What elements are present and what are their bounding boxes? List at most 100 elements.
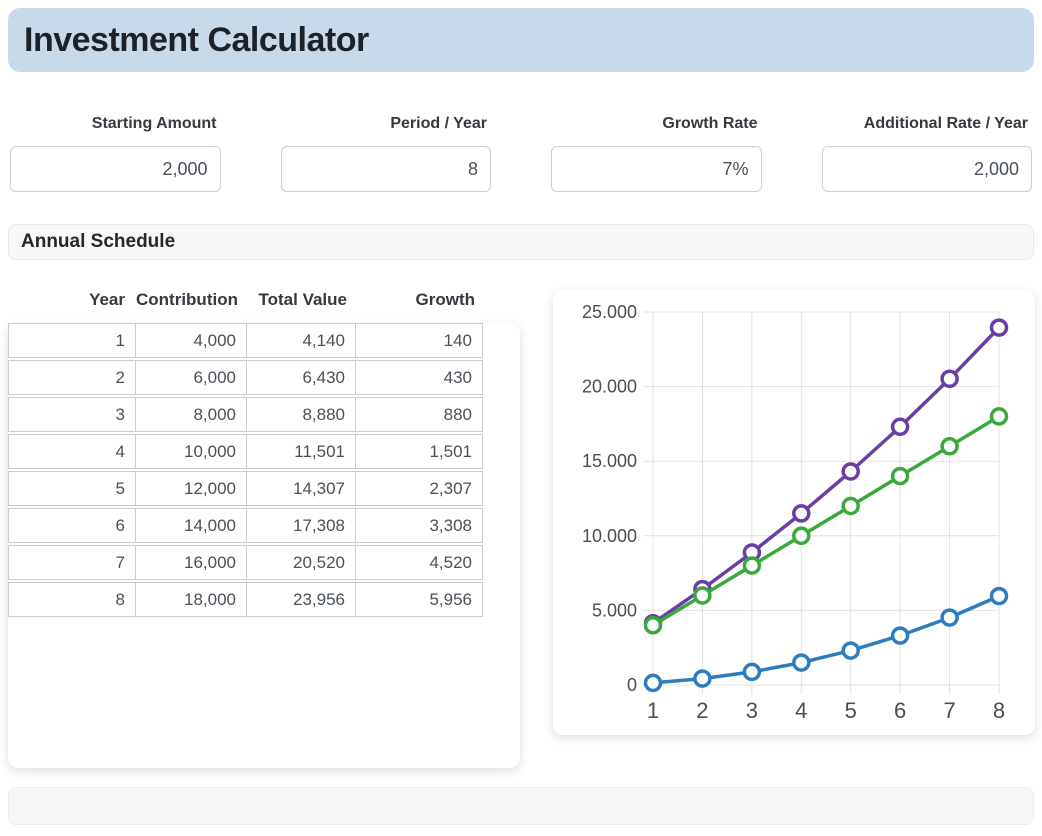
table-row: 1 4,000 4,140 140 bbox=[8, 323, 520, 358]
data-point-marker bbox=[841, 462, 860, 481]
table-cell: 5,956 bbox=[355, 582, 483, 617]
table-cell: 11,501 bbox=[246, 434, 356, 469]
page-title: Investment Calculator bbox=[24, 20, 369, 59]
data-point-marker bbox=[693, 669, 712, 688]
table-cell: 1,501 bbox=[355, 434, 483, 469]
data-point-marker bbox=[890, 466, 910, 486]
table-row: 7 16,000 20,520 4,520 bbox=[8, 545, 520, 580]
x-tick-label: 5 bbox=[845, 698, 857, 723]
table-row: 8 18,000 23,956 5,956 bbox=[8, 582, 520, 617]
table-cell: 430 bbox=[355, 360, 483, 395]
growth-rate-label: Growth Rate bbox=[662, 115, 758, 132]
table-cell: 3,308 bbox=[355, 508, 483, 543]
data-point-marker bbox=[792, 526, 811, 546]
data-point-marker bbox=[643, 616, 663, 635]
growth-rate-field: Growth Rate bbox=[551, 115, 762, 192]
x-tick-label: 6 bbox=[894, 698, 906, 723]
data-point-marker bbox=[693, 586, 712, 605]
inputs-section: Starting Amount Period / Year Growth Rat… bbox=[8, 115, 1034, 192]
table-cell: 6,000 bbox=[135, 360, 247, 395]
table-cell: 23,956 bbox=[246, 582, 356, 617]
y-tick-label: 15.000 bbox=[582, 451, 637, 471]
data-point-marker bbox=[940, 369, 959, 389]
data-point-marker bbox=[989, 586, 1009, 606]
data-point-marker bbox=[940, 437, 959, 456]
table-cell: 3 bbox=[8, 397, 136, 432]
x-tick-label: 3 bbox=[746, 698, 758, 723]
app-header: Investment Calculator bbox=[8, 8, 1034, 72]
table-row: 6 14,000 17,308 3,308 bbox=[8, 508, 520, 543]
x-tick-label: 1 bbox=[647, 698, 659, 723]
table-cell: 6,430 bbox=[246, 360, 356, 395]
table-cell: 14,307 bbox=[246, 471, 356, 506]
data-point-marker bbox=[989, 318, 1009, 337]
column-header-total-value: Total Value bbox=[258, 290, 348, 309]
table-cell: 1 bbox=[8, 323, 136, 358]
table-cell: 8,880 bbox=[246, 397, 356, 432]
table-cell: 4,000 bbox=[135, 323, 247, 358]
data-point-marker bbox=[890, 417, 910, 437]
table-cell: 12,000 bbox=[135, 471, 247, 506]
data-point-marker bbox=[792, 653, 811, 672]
data-point-marker bbox=[742, 662, 762, 682]
table-cell: 8 bbox=[8, 582, 136, 617]
additional-rate-label: Additional Rate / Year bbox=[863, 115, 1028, 132]
table-cell: 2 bbox=[8, 360, 136, 395]
x-tick-label: 4 bbox=[795, 698, 807, 723]
starting-amount-input[interactable] bbox=[10, 146, 221, 192]
chart-card: 0 5.000 10.000 15.000 20.000 25.000 1 2 3 4 5 6 7 8 bbox=[553, 290, 1035, 735]
series-total-value bbox=[643, 318, 1009, 633]
period-year-field: Period / Year bbox=[280, 115, 491, 192]
table-cell: 140 bbox=[355, 323, 483, 358]
annual-schedule-header: Annual Schedule bbox=[8, 224, 1034, 260]
investment-line-chart: 0 5.000 10.000 15.000 20.000 25.000 1 2 3 4 5 6 7 8 bbox=[582, 302, 1009, 723]
growth-rate-input[interactable] bbox=[551, 146, 762, 192]
annual-schedule-title: Annual Schedule bbox=[21, 231, 176, 252]
additional-rate-input[interactable] bbox=[821, 146, 1032, 192]
table-cell: 6 bbox=[8, 508, 136, 543]
table-row: 4 10,000 11,501 1,501 bbox=[8, 434, 520, 469]
table-cell: 4,520 bbox=[355, 545, 483, 580]
column-header-contribution: Contribution bbox=[136, 290, 238, 309]
series-contribution bbox=[643, 407, 1009, 635]
table-cell: 10,000 bbox=[135, 434, 247, 469]
content-columns: Year Contribution Total Value Growth 1 4,… bbox=[8, 290, 1035, 768]
footer-bar bbox=[8, 787, 1034, 825]
table-row: 3 8,000 8,880 880 bbox=[8, 397, 520, 432]
y-tick-label: 20.000 bbox=[582, 377, 637, 397]
y-tick-label: 0 bbox=[627, 675, 637, 695]
schedule-table: 1 4,000 4,140 140 2 6,000 6,430 430 3 8,000 8,880 8… bbox=[8, 323, 520, 617]
starting-amount-label: Starting Amount bbox=[91, 115, 217, 132]
data-point-marker bbox=[890, 626, 910, 645]
data-point-marker bbox=[643, 673, 663, 693]
table-cell: 8,000 bbox=[135, 397, 247, 432]
table-row: 2 6,000 6,430 430 bbox=[8, 360, 520, 395]
data-point-marker bbox=[989, 407, 1009, 426]
table-cell: 16,000 bbox=[135, 545, 247, 580]
chart-gridlines bbox=[643, 311, 1000, 694]
y-tick-label: 5.000 bbox=[592, 600, 637, 620]
chart-axis-labels: 0 5.000 10.000 15.000 20.000 25.000 1 2 3 4 5 6 7 8 bbox=[582, 302, 1005, 723]
table-cell: 4,140 bbox=[246, 323, 356, 358]
x-tick-label: 8 bbox=[993, 698, 1005, 723]
y-tick-label: 25.000 bbox=[582, 302, 637, 322]
period-year-input[interactable] bbox=[280, 146, 491, 192]
table-cell: 7 bbox=[8, 545, 136, 580]
x-tick-label: 7 bbox=[943, 698, 955, 723]
schedule-column-headers: Year Contribution Total Value Growth bbox=[8, 290, 520, 310]
table-cell: 20,520 bbox=[246, 545, 356, 580]
table-cell: 18,000 bbox=[135, 582, 247, 617]
table-cell: 4 bbox=[8, 434, 136, 469]
table-row: 5 12,000 14,307 2,307 bbox=[8, 471, 520, 506]
data-point-marker bbox=[742, 556, 762, 575]
table-cell: 17,308 bbox=[246, 508, 356, 543]
data-point-marker bbox=[841, 496, 860, 516]
data-point-marker bbox=[940, 608, 959, 627]
y-tick-label: 10.000 bbox=[582, 526, 637, 546]
period-year-label: Period / Year bbox=[390, 115, 487, 132]
table-cell: 880 bbox=[355, 397, 483, 432]
schedule-table-card: 1 4,000 4,140 140 2 6,000 6,430 430 3 8,000 8,880 8… bbox=[8, 323, 520, 768]
data-point-marker bbox=[792, 504, 811, 523]
series-growth bbox=[643, 586, 1009, 693]
